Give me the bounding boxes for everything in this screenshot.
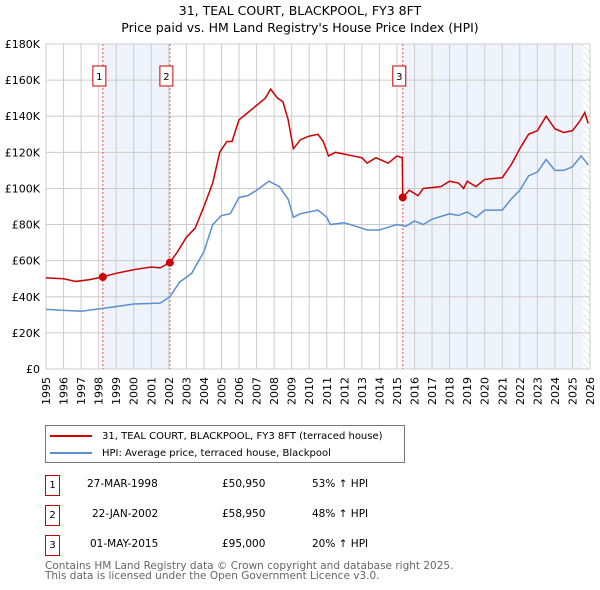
x-tick-label: 1996 xyxy=(58,377,71,405)
x-tick-label: 2009 xyxy=(286,377,299,405)
x-tick-label: 2026 xyxy=(584,377,597,405)
series-line xyxy=(45,154,589,312)
hpi-diff: 53% ↑ HPI xyxy=(312,478,369,490)
sale-label-box xyxy=(392,65,407,87)
marker-badge: 3 xyxy=(45,535,60,556)
sale-date: 27-MAR-1998 xyxy=(87,478,158,490)
chart-subtitle: Price paid vs. HM Land Registry's House … xyxy=(121,20,479,35)
footer-copyright: Contains HM Land Registry data © Crown c… xyxy=(45,560,454,572)
sale-label-box xyxy=(159,65,174,87)
y-tick-label: £80K xyxy=(12,219,41,232)
y-tick-label: £100K xyxy=(5,182,41,195)
y-tick-label: £0 xyxy=(26,363,40,376)
x-tick-label: 2018 xyxy=(444,377,457,405)
legend-swatch xyxy=(50,435,92,437)
x-tick-label: 2024 xyxy=(549,377,562,405)
x-tick-label: 2019 xyxy=(461,377,474,405)
x-tick-label: 2016 xyxy=(409,377,422,405)
shaded-period xyxy=(102,44,170,369)
sale-label-box xyxy=(92,65,107,87)
footer-license: This data is licensed under the Open Gov… xyxy=(45,570,380,582)
sale-label: 1 xyxy=(96,72,102,83)
marker-badge: 1 xyxy=(45,475,60,496)
x-tick-label: 2011 xyxy=(321,377,334,405)
x-tick-label: 1999 xyxy=(110,377,123,405)
sale-point xyxy=(398,193,407,202)
x-tick-label: 2002 xyxy=(163,377,176,405)
hpi-diff: 48% ↑ HPI xyxy=(312,508,369,520)
y-tick-label: £120K xyxy=(5,146,41,159)
x-tick-label: 2000 xyxy=(128,377,141,405)
y-tick-label: £60K xyxy=(12,255,41,268)
y-tick-label: £20K xyxy=(12,327,41,340)
x-tick-label: 2023 xyxy=(531,377,544,405)
x-tick-label: 2022 xyxy=(514,377,527,405)
marker-badge: 2 xyxy=(45,505,60,526)
x-tick-label: 2007 xyxy=(251,377,264,405)
legend: 31, TEAL COURT, BLACKPOOL, FY3 8FT (terr… xyxy=(45,425,405,463)
x-tick-label: 2020 xyxy=(479,377,492,405)
x-tick-label: 2004 xyxy=(198,377,211,405)
y-tick-label: £40K xyxy=(12,291,41,304)
transaction-row: 1 27-MAR-1998 £50,950 53% ↑ HPI xyxy=(45,475,445,496)
price-chart: 1995 1996 1997 1998 1999 2000 2001 2002 2003 2004… xyxy=(5,38,597,405)
x-tick-label: 1998 xyxy=(93,377,106,405)
x-tick-label: 1995 xyxy=(40,377,53,405)
x-tick-label: 2010 xyxy=(303,377,316,405)
sale-price: £58,950 xyxy=(222,508,266,520)
transaction-row: 2 22-JAN-2002 £58,950 48% ↑ HPI xyxy=(45,505,445,526)
forecast-hatch xyxy=(582,44,590,369)
legend-item-hpi: HPI: Average price, terraced house, Blac… xyxy=(46,445,331,461)
x-tick-label: 2025 xyxy=(566,377,579,405)
x-tick-label: 2003 xyxy=(180,377,193,405)
x-tick-label: 1997 xyxy=(75,377,88,405)
series-line xyxy=(45,87,589,283)
x-tick-label: 2014 xyxy=(373,377,386,405)
x-tick-label: 2021 xyxy=(496,377,509,405)
sale-point xyxy=(165,258,174,267)
sale-date: 01-MAY-2015 xyxy=(90,538,159,550)
sale-price: £95,000 xyxy=(222,538,266,550)
hpi-diff: 20% ↑ HPI xyxy=(312,538,369,550)
x-tick-label: 2013 xyxy=(356,377,369,405)
legend-item-property: 31, TEAL COURT, BLACKPOOL, FY3 8FT (terr… xyxy=(46,428,383,444)
chart-title: 31, TEAL COURT, BLACKPOOL, FY3 8FT xyxy=(178,3,422,18)
legend-swatch xyxy=(50,452,92,454)
transaction-row: 3 01-MAY-2015 £95,000 20% ↑ HPI xyxy=(45,535,445,556)
legend-label: 31, TEAL COURT, BLACKPOOL, FY3 8FT (terr… xyxy=(102,430,383,442)
sale-point xyxy=(98,273,107,282)
x-tick-label: 2008 xyxy=(268,377,281,405)
legend-label: HPI: Average price, terraced house, Blac… xyxy=(102,447,331,459)
x-tick-label: 2012 xyxy=(338,377,351,405)
sale-label: 3 xyxy=(396,72,402,83)
x-tick-label: 2001 xyxy=(145,377,158,405)
sale-price: £50,950 xyxy=(222,478,266,490)
x-tick-label: 2015 xyxy=(391,377,404,405)
sale-label: 2 xyxy=(163,72,169,83)
shaded-period xyxy=(402,44,583,369)
y-tick-label: £180K xyxy=(5,38,41,51)
y-tick-label: £140K xyxy=(5,110,41,123)
y-tick-label: £160K xyxy=(5,74,41,87)
x-tick-label: 2006 xyxy=(233,377,246,405)
x-tick-label: 2005 xyxy=(215,377,228,405)
sale-date: 22-JAN-2002 xyxy=(92,508,159,520)
x-tick-label: 2017 xyxy=(426,377,439,405)
